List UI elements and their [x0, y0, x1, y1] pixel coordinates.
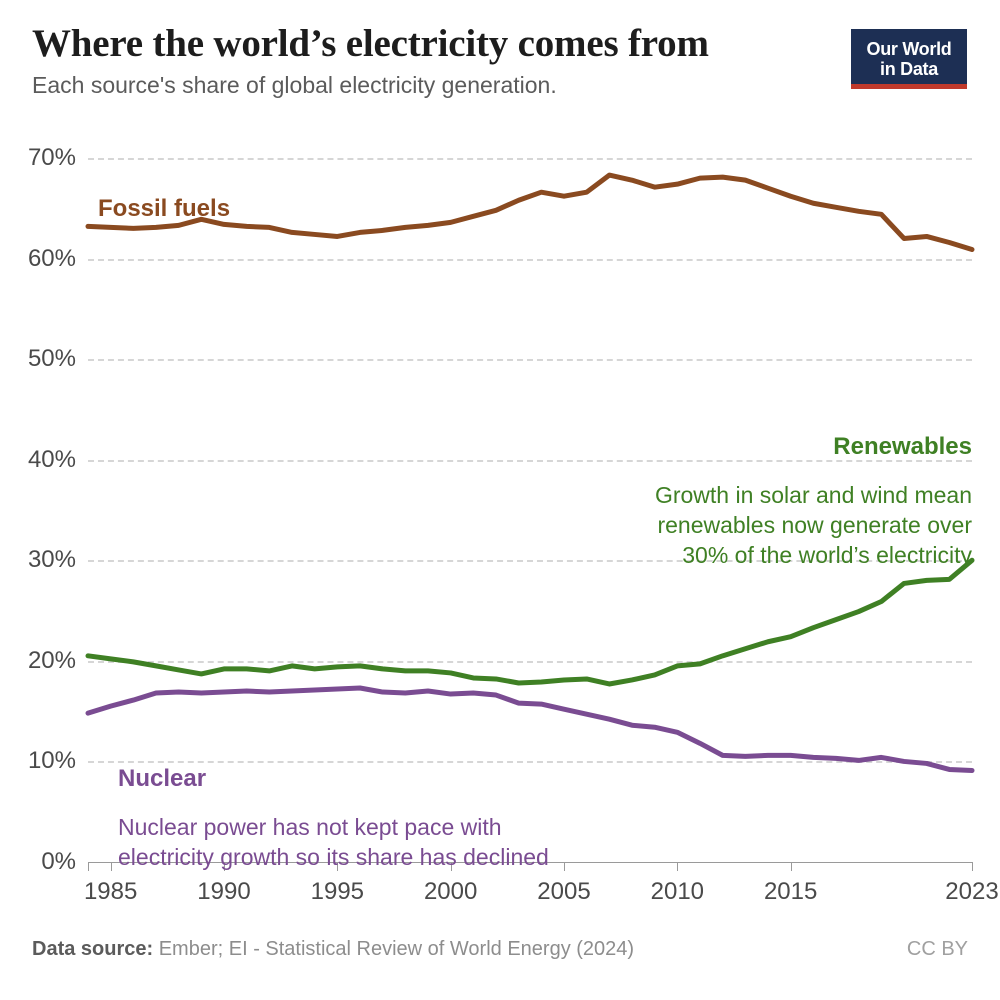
license-label[interactable]: CC BY	[906, 938, 968, 960]
gridline	[88, 258, 972, 261]
x-axis-start-cap	[88, 862, 89, 871]
x-axis-tick-label: 2010	[650, 878, 705, 905]
x-axis-tick-mark	[677, 862, 679, 871]
y-axis-tick-label: 10%	[27, 747, 76, 775]
x-axis-tick-mark	[110, 862, 112, 871]
owid-logo[interactable]: Our World in Data	[851, 29, 967, 89]
x-axis-line	[88, 862, 972, 863]
annotation-renewables: Renewables Growth in solar and wind mean…	[655, 414, 972, 588]
owid-logo-line1: Our World	[866, 39, 952, 59]
gridline	[88, 158, 972, 160]
y-axis-tick-label: 20%	[27, 646, 76, 674]
page-subtitle: Each source's share of global electricit…	[32, 71, 557, 98]
y-axis-tick-label: 0%	[41, 848, 76, 875]
owid-logo-line2: in Data	[880, 59, 938, 79]
data-source-label: Data source:	[32, 938, 154, 960]
annotation-fossil-fuels: Fossil fuels	[98, 176, 230, 242]
x-axis-tick-mark	[450, 862, 452, 871]
x-axis-tick-label: 2023	[945, 878, 999, 905]
x-axis-tick-label: 1990	[197, 878, 251, 905]
annotation-fossil-title: Fossil fuels	[98, 195, 231, 222]
x-axis-tick-label: 2000	[423, 878, 478, 905]
y-axis-tick-label: 60%	[27, 244, 76, 272]
y-axis-tick-label: 40%	[27, 445, 76, 473]
x-axis-tick-label: 2005	[537, 878, 591, 905]
annotation-nuclear-body: Nuclear power has not kept pace with ele…	[118, 814, 549, 870]
x-axis-tick-label: 1985	[83, 878, 138, 905]
y-axis-tick-label: 50%	[27, 345, 76, 373]
annotation-nuclear-title: Nuclear	[118, 765, 207, 792]
x-axis-end-cap	[972, 862, 973, 871]
gridline	[88, 660, 972, 663]
chart-footer: Data source: Ember; EI - Statistical Rev…	[32, 938, 968, 961]
data-source: Data source: Ember; EI - Statistical Rev…	[32, 938, 634, 961]
gridline	[88, 459, 972, 462]
x-axis-tick-label: 2015	[763, 878, 818, 905]
annotation-renewables-title: Renewables	[833, 433, 972, 460]
y-axis-tick-label: 30%	[27, 546, 76, 574]
data-source-text: Ember; EI - Statistical Review of World …	[158, 938, 635, 960]
owid-logo-bar	[851, 84, 967, 89]
chart-header: Where the world’s electricity comes from…	[32, 22, 852, 99]
x-axis-tick-mark	[564, 862, 565, 871]
x-axis-tick-mark	[337, 862, 339, 871]
x-axis-tick-label: 1995	[310, 878, 365, 905]
x-axis-tick-mark	[224, 862, 225, 871]
x-axis-tick-mark	[790, 862, 792, 871]
page-title: Where the world’s electricity comes from	[32, 22, 709, 65]
y-axis-tick-label: 70%	[27, 144, 76, 171]
annotation-nuclear: Nuclear Nuclear power has not kept pace …	[118, 746, 549, 890]
annotation-renewables-body: Growth in solar and wind mean renewables…	[654, 482, 972, 568]
gridline	[88, 359, 972, 362]
